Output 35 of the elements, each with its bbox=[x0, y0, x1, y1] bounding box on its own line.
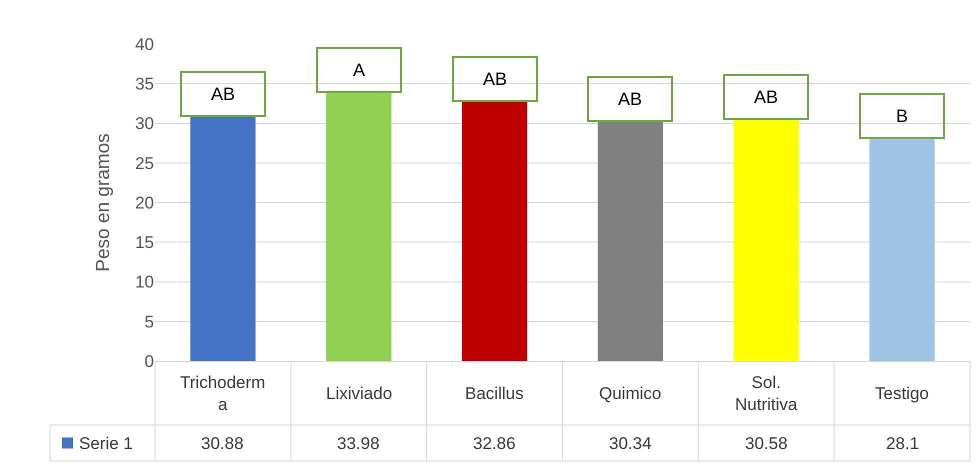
data-label: 30.34 bbox=[609, 434, 652, 453]
data-label: 30.88 bbox=[201, 434, 244, 453]
x-tick-label: Sol. Nutritiva bbox=[735, 373, 798, 414]
annotation: AB bbox=[754, 87, 778, 107]
x-tick-label: Bacillus bbox=[465, 384, 524, 403]
x-tick-label: Testigo bbox=[875, 384, 929, 403]
annotation: AB bbox=[618, 89, 642, 109]
data-label: 32.86 bbox=[473, 434, 516, 453]
y-tick-label: 15 bbox=[135, 233, 154, 252]
data-label: 28.1 bbox=[886, 434, 920, 453]
legend-label: Serie 1 bbox=[79, 434, 133, 453]
annotation: B bbox=[896, 106, 908, 126]
x-tick-label: Trichoderma bbox=[180, 373, 266, 414]
y-axis-title: Peso en gramos bbox=[92, 133, 114, 272]
bar bbox=[326, 92, 392, 361]
x-tick-label: Lixiviado bbox=[326, 384, 392, 403]
bar bbox=[190, 116, 256, 361]
bar bbox=[598, 120, 664, 361]
bar bbox=[462, 100, 528, 361]
y-tick-label: 0 bbox=[144, 352, 154, 371]
y-tick-label: 35 bbox=[135, 74, 154, 94]
bar bbox=[869, 138, 935, 361]
data-label: 33.98 bbox=[337, 434, 380, 453]
annotation: A bbox=[352, 60, 366, 80]
x-tick-label: Quimico bbox=[599, 384, 662, 403]
y-tick-label: 30 bbox=[135, 114, 154, 134]
y-tick-label: 5 bbox=[144, 312, 154, 332]
annotation: AB bbox=[482, 69, 508, 89]
y-tick-label: 25 bbox=[135, 154, 154, 173]
bar bbox=[734, 118, 799, 361]
annotation: AB bbox=[210, 84, 236, 104]
y-tick-label: 40 bbox=[135, 34, 154, 54]
y-tick-label: 20 bbox=[135, 193, 154, 212]
data-label: 30.58 bbox=[745, 434, 788, 453]
y-tick-label: 10 bbox=[135, 272, 154, 292]
